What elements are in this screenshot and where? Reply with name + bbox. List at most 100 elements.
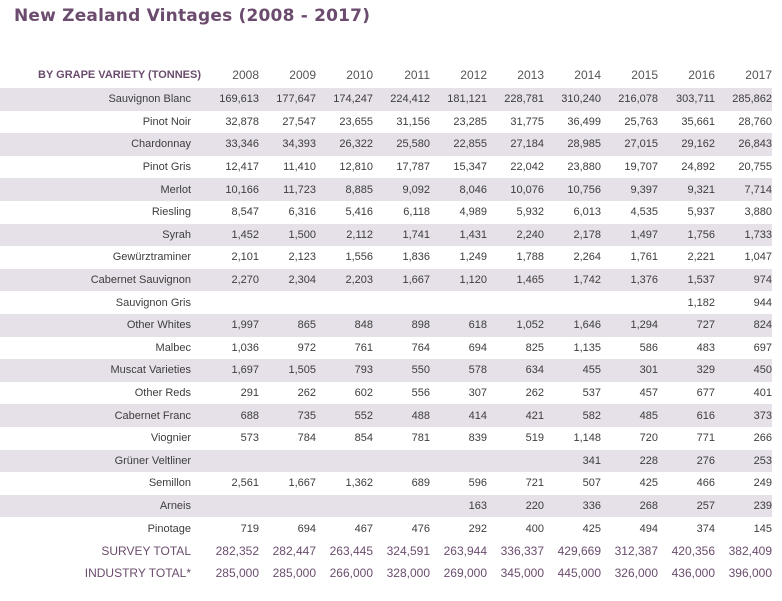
tonnes-cell: 33,346 — [201, 133, 259, 156]
tonnes-cell: 552 — [316, 404, 373, 427]
year-header: 2009 — [289, 68, 316, 82]
total-cell: 445,000 — [544, 561, 601, 584]
tonnes-cell: 1,836 — [402, 251, 430, 264]
tonnes-cell — [259, 494, 316, 518]
tonnes-cell: 1,120 — [430, 268, 487, 292]
tonnes-cell: 145 — [753, 522, 772, 535]
year-header: 2008 — [232, 68, 259, 82]
tonnes-cell — [373, 449, 430, 473]
tonnes-cell: 1,249 — [459, 251, 487, 264]
variety-label: Riesling — [151, 206, 191, 219]
tonnes-cell: 5,416 — [345, 206, 373, 219]
tonnes-cell: 898 — [373, 313, 430, 337]
tonnes-cell: 688 — [201, 404, 259, 427]
tonnes-cell: 972 — [297, 341, 316, 354]
variety-label: Semillon — [148, 477, 191, 490]
tonnes-cell: 10,166 — [201, 178, 259, 201]
variety-label: Other Whites — [0, 313, 201, 337]
tonnes-cell: 494 — [639, 522, 658, 535]
table-row: Pinot Noir 32,878 27,547 23,655 31,156 23,285… — [0, 111, 772, 134]
tonnes-cell: 1,537 — [658, 268, 715, 292]
table-row: Cabernet Franc 688 735 552 488 414 421 582 485 61… — [0, 404, 772, 427]
tonnes-cell: 4,535 — [630, 206, 658, 219]
tonnes-cell — [259, 291, 316, 314]
header-row: BY GRAPE VARIETY (TONNES) 2008 2009 2010 20… — [0, 64, 772, 88]
tonnes-cell: 1,646 — [544, 313, 601, 337]
tonnes-cell: 2,123 — [288, 251, 316, 264]
tonnes-cell: 616 — [658, 404, 715, 427]
tonnes-cell: 1,294 — [601, 313, 658, 337]
tonnes-cell: 6,013 — [573, 206, 601, 219]
tonnes-cell: 285,862 — [715, 88, 772, 111]
tonnes-cell: 257 — [658, 494, 715, 518]
tonnes-cell: 476 — [411, 522, 430, 535]
corner-label: BY GRAPE VARIETY (TONNES) — [38, 69, 201, 81]
table-row: Chardonnay 33,346 34,393 26,322 25,580 22,855… — [0, 133, 772, 156]
variety-label: Merlot — [0, 178, 201, 201]
variety-label: Grüner Veltliner — [0, 449, 201, 473]
tonnes-cell: 2,561 — [231, 477, 259, 490]
tonnes-cell: 24,892 — [681, 161, 715, 174]
tonnes-cell: 9,092 — [373, 178, 430, 201]
tonnes-cell: 266 — [753, 432, 772, 445]
table-row: Malbec 1,036 972 761 764 694 825 1,135 586 483 697 — [0, 337, 772, 360]
tonnes-cell: 466 — [696, 477, 715, 490]
tonnes-cell: 291 — [240, 387, 259, 400]
tonnes-cell: 400 — [525, 522, 544, 535]
tonnes-cell: 550 — [373, 359, 430, 382]
variety-label: Cabernet Franc — [0, 404, 201, 427]
tonnes-cell: 25,763 — [624, 115, 658, 128]
tonnes-cell — [201, 494, 259, 518]
tonnes-cell: 2,221 — [687, 251, 715, 264]
tonnes-cell: 27,015 — [601, 133, 658, 156]
tonnes-cell: 421 — [487, 404, 544, 427]
tonnes-cell: 824 — [715, 313, 772, 337]
tonnes-cell: 28,985 — [544, 133, 601, 156]
tonnes-cell: 425 — [639, 477, 658, 490]
variety-label: Chardonnay — [0, 133, 201, 156]
tonnes-cell: 262 — [297, 387, 316, 400]
tonnes-cell: 2,178 — [544, 223, 601, 247]
year-header: 2017 — [745, 68, 772, 82]
total-cell: 285,000 — [201, 561, 259, 584]
tonnes-cell: 36,499 — [567, 115, 601, 128]
tonnes-cell: 31,775 — [510, 115, 544, 128]
tonnes-cell: 1,465 — [487, 268, 544, 292]
variety-label: Arneis — [0, 494, 201, 518]
total-cell: 326,000 — [601, 561, 658, 584]
tonnes-cell — [316, 449, 373, 473]
tonnes-cell: 2,304 — [259, 268, 316, 292]
tonnes-cell: 35,661 — [681, 115, 715, 128]
tonnes-cell: 34,393 — [259, 133, 316, 156]
total-cell: 345,000 — [487, 561, 544, 584]
total-row: INDUSTRY TOTAL* 285,000 285,000 266,000 328,… — [0, 561, 772, 584]
total-cell: 436,000 — [658, 561, 715, 584]
tonnes-cell: 1,500 — [259, 223, 316, 247]
tonnes-cell: 9,321 — [658, 178, 715, 201]
vintage-table: BY GRAPE VARIETY (TONNES) 2008 2009 2010 20… — [0, 64, 772, 584]
tonnes-cell — [316, 291, 373, 314]
tonnes-cell: 11,410 — [283, 161, 316, 174]
tonnes-cell: 825 — [525, 341, 544, 354]
tonnes-cell: 556 — [411, 387, 430, 400]
total-cell: 312,387 — [601, 539, 658, 562]
tonnes-cell: 174,247 — [316, 88, 373, 111]
tonnes-cell: 228,781 — [487, 88, 544, 111]
year-header: 2013 — [517, 68, 544, 82]
tonnes-cell — [487, 449, 544, 473]
tonnes-cell: 163 — [430, 494, 487, 518]
tonnes-cell — [201, 449, 259, 473]
tonnes-cell: 5,937 — [687, 206, 715, 219]
tonnes-cell: 596 — [468, 477, 487, 490]
tonnes-cell: 450 — [715, 359, 772, 382]
tonnes-cell — [373, 494, 430, 518]
tonnes-cell: 1,376 — [601, 268, 658, 292]
table-row: Grüner Veltliner 341 228 276 253 — [0, 449, 772, 473]
page-title: New Zealand Vintages (2008 - 2017) — [14, 6, 371, 26]
tonnes-cell: 1,047 — [744, 251, 772, 264]
year-header: 2016 — [688, 68, 715, 82]
tonnes-cell: 720 — [639, 432, 658, 445]
tonnes-cell: 839 — [468, 432, 487, 445]
tonnes-cell: 307 — [468, 387, 487, 400]
tonnes-cell: 276 — [658, 449, 715, 473]
